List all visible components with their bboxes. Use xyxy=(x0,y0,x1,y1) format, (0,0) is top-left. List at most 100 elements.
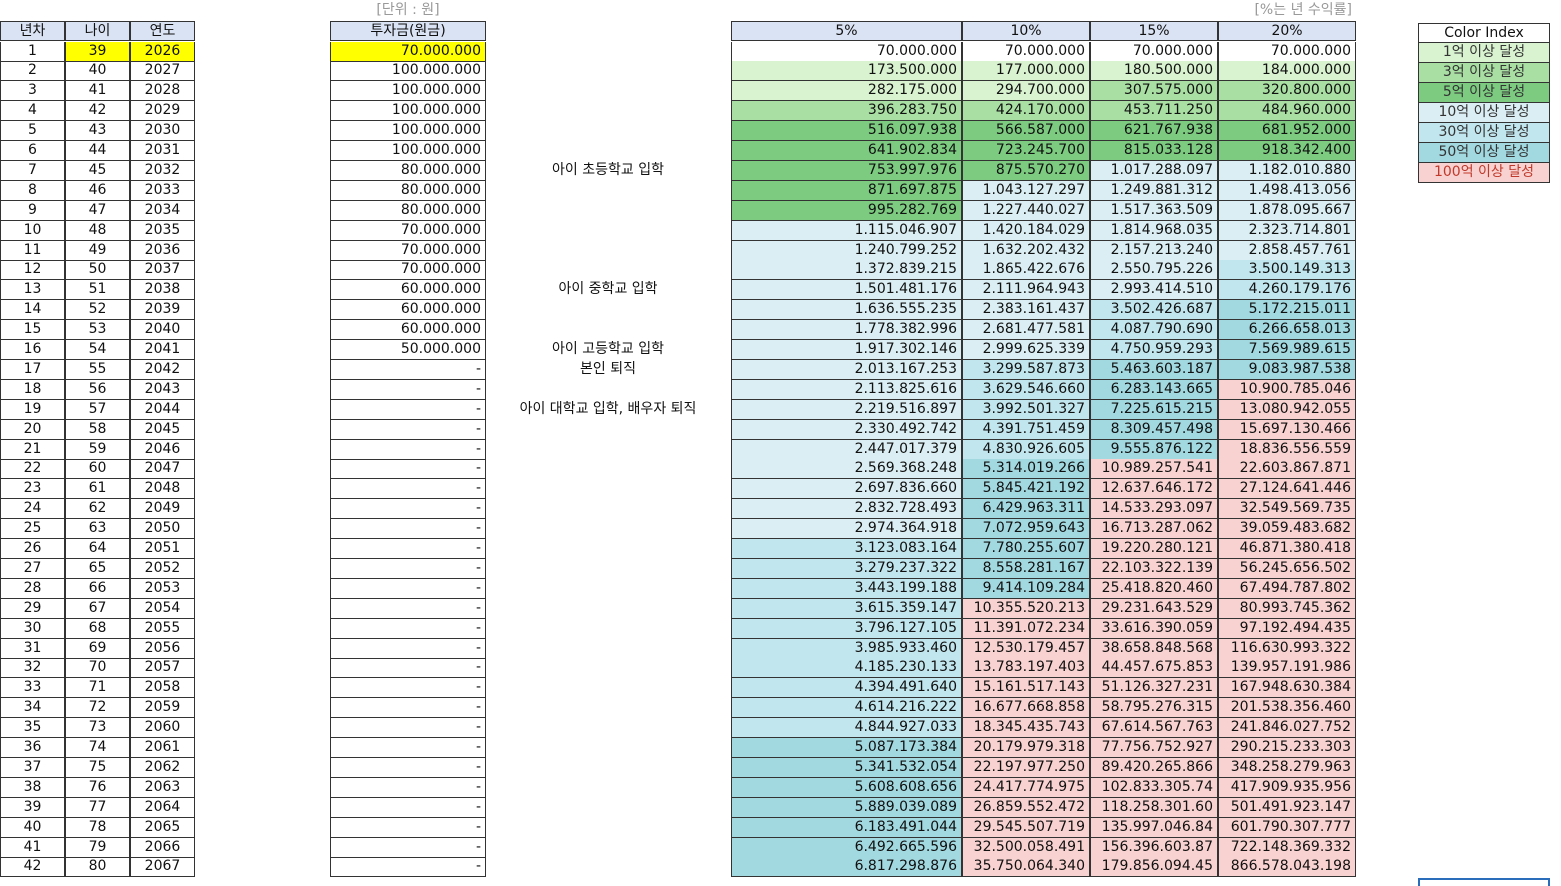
table-cell: 62 xyxy=(65,499,130,520)
table-cell: 2055 xyxy=(130,618,195,639)
result-cell: 4.394.491.640 xyxy=(731,678,962,699)
investment-cell: - xyxy=(330,439,486,460)
table-cell: 38 xyxy=(0,777,65,798)
header-cell: 년차 xyxy=(0,21,65,41)
table-cell: 49 xyxy=(65,240,130,261)
table-cell: 54 xyxy=(65,340,130,360)
investment-cell: 100.000.000 xyxy=(330,121,486,142)
table-cell: 2037 xyxy=(130,260,195,281)
investment-cell: - xyxy=(330,419,486,440)
table-cell: 48 xyxy=(65,220,130,241)
header-cell: 5% xyxy=(731,21,962,41)
selected-cell[interactable] xyxy=(1418,878,1550,886)
result-cell: 5.463.603.187 xyxy=(1090,359,1218,380)
table-cell: 69 xyxy=(65,638,130,659)
result-cell: 97.192.494.435 xyxy=(1218,618,1356,639)
legend-item: 5억 이상 달성 xyxy=(1418,83,1550,103)
result-cell: 116.630.993.322 xyxy=(1218,638,1356,659)
table-cell: 72 xyxy=(65,698,130,719)
investment-cell: - xyxy=(330,539,486,559)
table-cell: 28 xyxy=(0,578,65,599)
result-cell: 1.636.555.235 xyxy=(731,300,962,321)
result-cell: 641.902.834 xyxy=(731,141,962,161)
result-cell: 46.871.380.418 xyxy=(1218,539,1356,559)
result-cell: 2.550.795.226 xyxy=(1090,260,1218,281)
result-cell: 1.249.881.312 xyxy=(1090,180,1218,201)
result-cell: 118.258.301.60 xyxy=(1090,797,1218,818)
table-cell: 9 xyxy=(0,200,65,221)
result-cell: 13.783.197.403 xyxy=(962,658,1090,679)
legend-item: 1억 이상 달성 xyxy=(1418,43,1550,63)
result-cell: 179.856.094.45 xyxy=(1090,857,1218,878)
result-cell: 2.832.728.493 xyxy=(731,499,962,520)
result-cell: 80.993.745.362 xyxy=(1218,598,1356,619)
table-cell: 51 xyxy=(65,280,130,301)
table-cell: 2034 xyxy=(130,200,195,221)
table-cell: 35 xyxy=(0,718,65,739)
result-cell: 2.111.964.943 xyxy=(962,280,1090,301)
investment-cell: 60.000.000 xyxy=(330,320,486,341)
table-cell: 2051 xyxy=(130,539,195,559)
result-cell: 2.013.167.253 xyxy=(731,359,962,380)
result-cell: 14.533.293.097 xyxy=(1090,499,1218,520)
result-cell: 2.681.477.581 xyxy=(962,320,1090,341)
result-cell: 3.123.083.164 xyxy=(731,539,962,559)
result-cell: 5.314.019.266 xyxy=(962,459,1090,480)
result-cell: 1.498.413.056 xyxy=(1218,180,1356,201)
result-cell: 2.113.825.616 xyxy=(731,379,962,400)
table-cell: 58 xyxy=(65,419,130,440)
table-cell: 77 xyxy=(65,797,130,818)
investment-cell: - xyxy=(330,499,486,520)
investment-cell: - xyxy=(330,857,486,878)
table-cell: 10 xyxy=(0,220,65,241)
table-cell: 2065 xyxy=(130,817,195,838)
result-cell: 753.997.976 xyxy=(731,160,962,181)
result-cell: 29.231.643.529 xyxy=(1090,598,1218,619)
table-cell: 14 xyxy=(0,300,65,321)
table-cell: 30 xyxy=(0,618,65,639)
table-cell: 40 xyxy=(0,817,65,838)
table-cell: 4 xyxy=(0,101,65,122)
table-cell: 8 xyxy=(0,180,65,201)
table-cell: 52 xyxy=(65,300,130,321)
result-cell: 180.500.000 xyxy=(1090,61,1218,82)
result-cell: 29.545.507.719 xyxy=(962,817,1090,838)
table-cell: 42 xyxy=(65,101,130,122)
result-cell: 396.283.750 xyxy=(731,101,962,122)
result-cell: 70.000.000 xyxy=(1218,41,1356,62)
result-cell: 16.677.668.858 xyxy=(962,698,1090,719)
result-cell: 3.500.149.313 xyxy=(1218,260,1356,281)
table-cell: 75 xyxy=(65,757,130,778)
table-cell: 2047 xyxy=(130,459,195,480)
investment-cell: 70.000.000 xyxy=(330,240,486,261)
legend-item: 100억 이상 달성 xyxy=(1418,163,1550,183)
result-cell: 995.282.769 xyxy=(731,200,962,221)
result-cell: 22.603.867.871 xyxy=(1218,459,1356,480)
result-cell: 4.844.927.033 xyxy=(731,718,962,739)
legend-item: 30억 이상 달성 xyxy=(1418,123,1550,143)
table-cell: 40 xyxy=(65,61,130,82)
result-cell: 32.500.058.491 xyxy=(962,837,1090,858)
result-cell: 5.889.039.089 xyxy=(731,797,962,818)
result-cell: 167.948.630.384 xyxy=(1218,678,1356,699)
result-cell: 70.000.000 xyxy=(962,41,1090,62)
result-cell: 3.502.426.687 xyxy=(1090,300,1218,321)
legend-item: 10억 이상 달성 xyxy=(1418,103,1550,123)
table-cell: 2035 xyxy=(130,220,195,241)
table-cell: 53 xyxy=(65,320,130,341)
result-cell: 38.658.848.568 xyxy=(1090,638,1218,659)
result-cell: 6.283.143.665 xyxy=(1090,379,1218,400)
investment-cell: - xyxy=(330,817,486,838)
table-cell: 67 xyxy=(65,598,130,619)
table-cell: 47 xyxy=(65,200,130,221)
result-cell: 4.087.790.690 xyxy=(1090,320,1218,341)
investment-cell: 100.000.000 xyxy=(330,81,486,102)
table-cell: 2028 xyxy=(130,81,195,102)
result-cell: 12.637.646.172 xyxy=(1090,479,1218,500)
table-cell: 2031 xyxy=(130,141,195,161)
result-cell: 139.957.191.986 xyxy=(1218,658,1356,679)
table-cell: 2046 xyxy=(130,439,195,460)
result-cell: 723.245.700 xyxy=(962,141,1090,161)
table-cell: 5 xyxy=(0,121,65,142)
result-cell: 516.097.938 xyxy=(731,121,962,142)
